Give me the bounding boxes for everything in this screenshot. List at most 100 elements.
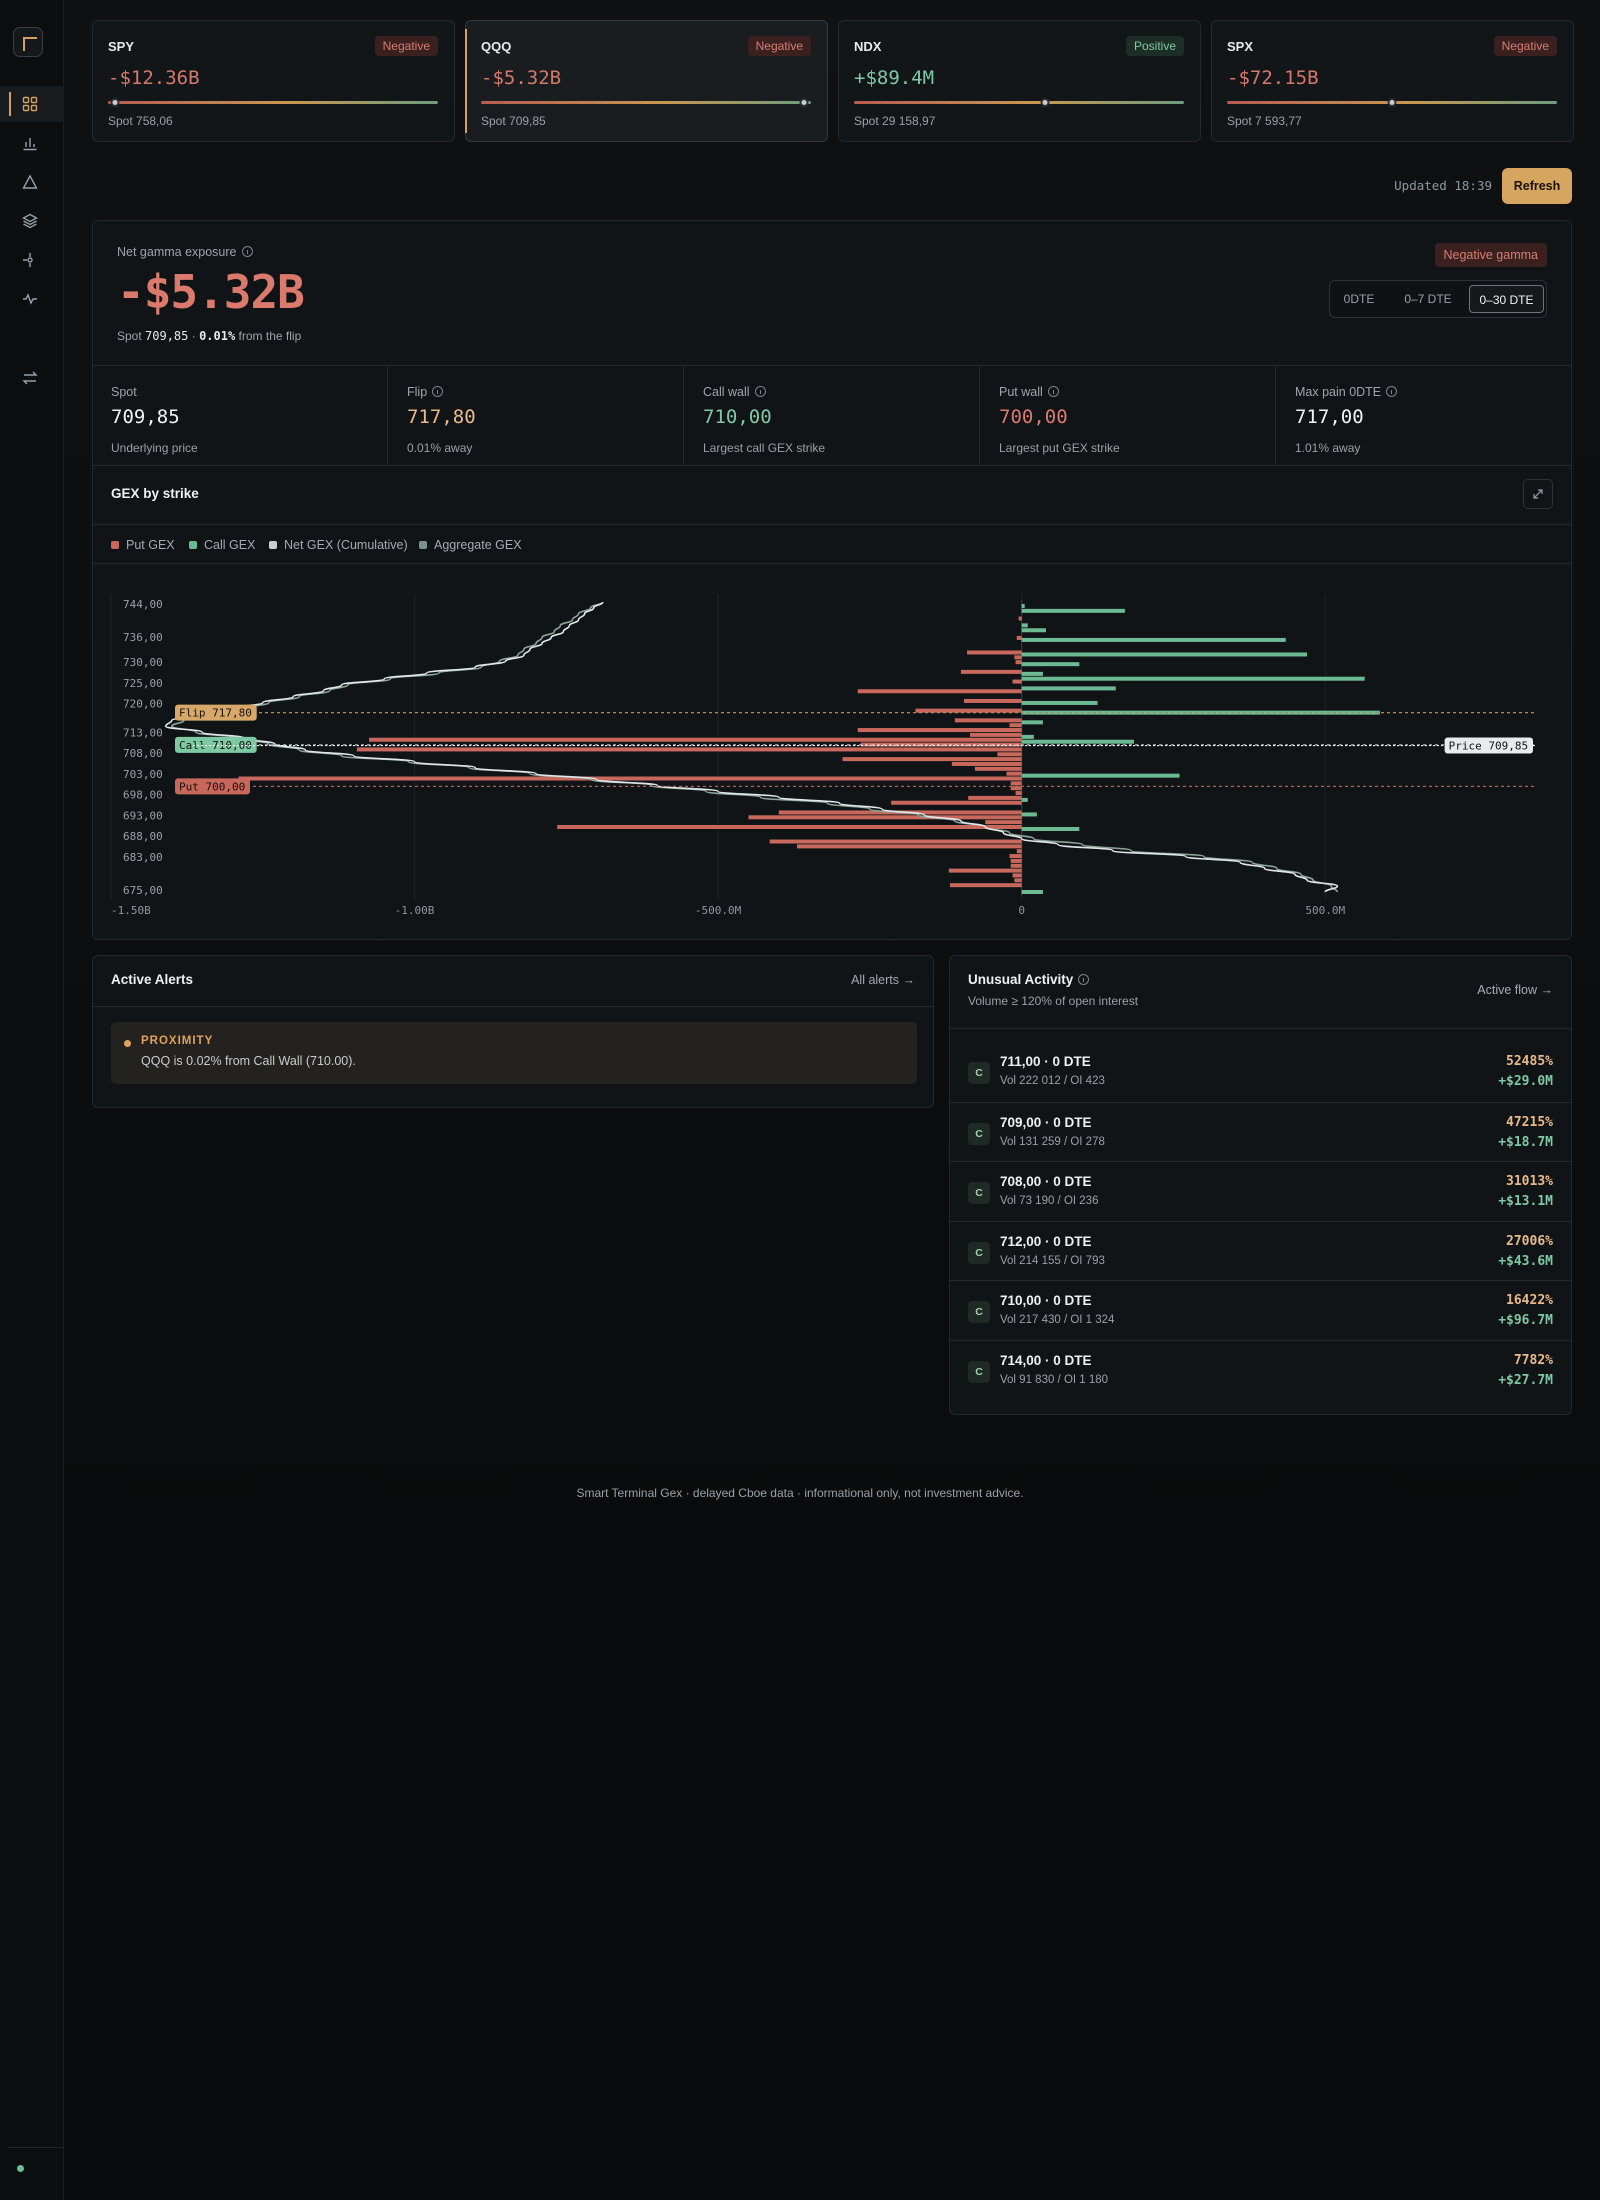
put-gex-bar [1009,854,1022,859]
alert-item[interactable]: PROXIMITY QQQ is 0.02% from Call Wall (7… [111,1022,917,1084]
y-tick-label: 683,00 [123,851,163,864]
put-gex-bar [974,766,1022,771]
dte-option-0dte[interactable]: 0DTE [1343,292,1375,306]
activity-row[interactable]: C 712,00 · 0 DTE Vol 214 155 / OI 793 27… [950,1220,1571,1280]
call-gex-bar [1021,652,1308,657]
sentiment-badge: Negative [747,36,811,56]
dte-option-0-30[interactable]: 0–30 DTE [1469,285,1544,313]
aggregate-gex-line [170,601,1339,893]
active-flow-link[interactable]: Active flow → [1477,983,1553,997]
ticker-card-ndx[interactable]: NDX Positive +$89.4M Spot 29 158,97 [838,20,1201,142]
contract: 710,00 · 0 DTE [1000,1293,1092,1308]
legend-put[interactable]: Put GEX [111,538,175,552]
contract: 709,00 · 0 DTE [1000,1114,1092,1130]
all-alerts-link[interactable]: All alerts → [851,973,915,987]
call-gex-bar [1021,662,1080,667]
put-level-label: Put 700,00 [179,780,245,793]
call-gex-bar [1021,710,1380,715]
ticker-card-spx[interactable]: SPX Negative -$72.15B Spot 7 593,77 [1211,20,1574,142]
stat-sub: Underlying price [111,441,198,455]
nav-triangle-icon[interactable] [0,164,64,200]
info-icon[interactable] [754,386,766,397]
refresh-button[interactable]: Refresh [1502,168,1572,204]
net-gamma-value: -$5.32B [117,265,305,319]
put-gex-bar [967,650,1022,655]
swap-icon[interactable] [0,360,64,396]
info-icon[interactable] [1047,386,1059,397]
x-tick-label: -1.50B [111,904,151,917]
activity-subtitle: Volume ≥ 120% of open interest [968,994,1139,1008]
ticker-card-spy[interactable]: SPY Negative -$12.36B Spot 758,06 [92,20,455,142]
stat-flip: Flip 717,80 0.01% away [389,366,684,466]
put-gex-bar [1010,786,1022,791]
call-gex-bar [1021,623,1028,628]
volume-oi: Vol 222 012 / OI 423 [1000,1075,1105,1087]
info-icon[interactable] [241,246,253,257]
y-tick-label: 730,00 [123,656,163,669]
y-tick-label: 688,00 [123,830,163,843]
y-tick-label: 725,00 [123,677,163,690]
sidebar-divider [8,2147,63,2148]
gex-title: GEX by strike [111,486,199,501]
activity-row[interactable]: C 714,00 · 0 DTE Vol 91 830 / OI 1 180 7… [950,1339,1571,1399]
call-gex-bar [1021,734,1034,739]
legend-net[interactable]: Net GEX (Cumulative) [269,538,408,552]
premium: +$18.7M [1498,1134,1553,1150]
x-tick-label: -500.0M [695,904,742,917]
activity-row[interactable]: C 709,00 · 0 DTE Vol 131 259 / OI 278 47… [950,1101,1571,1161]
put-gex-bar [1015,660,1022,665]
call-gex-bar [1021,773,1180,778]
put-gex-bar [857,689,1022,694]
legend-aggregate[interactable]: Aggregate GEX [419,538,522,552]
card-gex-value: -$5.32B [481,67,562,89]
put-gex-bar [1010,863,1022,868]
info-icon[interactable] [1078,974,1090,985]
card-spot: Spot 7 593,77 [1227,114,1302,128]
stat-value: 717,80 [407,406,476,428]
nav-nodes-icon[interactable] [0,242,64,278]
vol-oi-pct: 27006% [1506,1233,1553,1249]
stat-sub: Largest call GEX strike [703,441,826,455]
put-gex-bar [356,747,1022,752]
y-tick-label: 698,00 [123,789,163,802]
bar-knob [110,98,120,107]
vol-oi-pct: 16422% [1506,1293,1553,1308]
logo[interactable] [13,27,43,57]
nav-pulse-icon[interactable] [0,281,64,317]
nav-dashboard-icon[interactable] [0,86,64,122]
vol-oi-pct: 52485% [1506,1054,1553,1069]
contract: 711,00 · 0 DTE [1000,1054,1091,1069]
ticker-card-qqq[interactable]: QQQ Negative -$5.32B Spot 709,85 [465,20,828,142]
bar-knob [1040,98,1050,107]
call-level-badge [175,736,257,753]
activity-row[interactable]: C 711,00 · 0 DTE Vol 222 012 / OI 423 52… [950,1042,1571,1101]
card-ticker: SPY [108,39,135,54]
card-ticker: SPX [1227,39,1254,54]
put-gex-bar [1014,878,1022,883]
expand-icon [1533,489,1543,499]
premium: +$96.7M [1498,1313,1553,1328]
expand-button[interactable] [1523,479,1553,509]
put-gex-bar [857,728,1022,733]
activity-row[interactable]: C 710,00 · 0 DTE Vol 217 430 / OI 1 324 … [950,1280,1571,1339]
put-gex-bar [1012,873,1022,878]
legend-call[interactable]: Call GEX [189,538,255,552]
card-spot: Spot 758,06 [108,114,173,128]
put-gex-bar [1012,679,1022,684]
nav-bar-chart-icon[interactable] [0,125,64,161]
dte-option-0-7[interactable]: 0–7 DTE [1404,292,1452,306]
call-gex-bar [1021,628,1046,633]
divider [93,465,1571,466]
premium: +$29.0M [1498,1074,1553,1089]
activity-row[interactable]: C 708,00 · 0 DTE Vol 73 190 / OI 236 310… [950,1161,1571,1220]
call-gex-bar [1021,608,1125,613]
vol-oi-pct: 47215% [1506,1114,1553,1130]
info-icon[interactable] [432,386,444,397]
gamma-position-bar [108,98,438,107]
volume-oi: Vol 73 190 / OI 236 [1000,1195,1099,1207]
nav-layers-icon[interactable] [0,203,64,239]
vol-oi-pct: 31013% [1506,1174,1553,1189]
price-level-badge [1444,737,1533,754]
call-gex-bar [1021,826,1080,831]
info-icon[interactable] [1386,386,1398,397]
